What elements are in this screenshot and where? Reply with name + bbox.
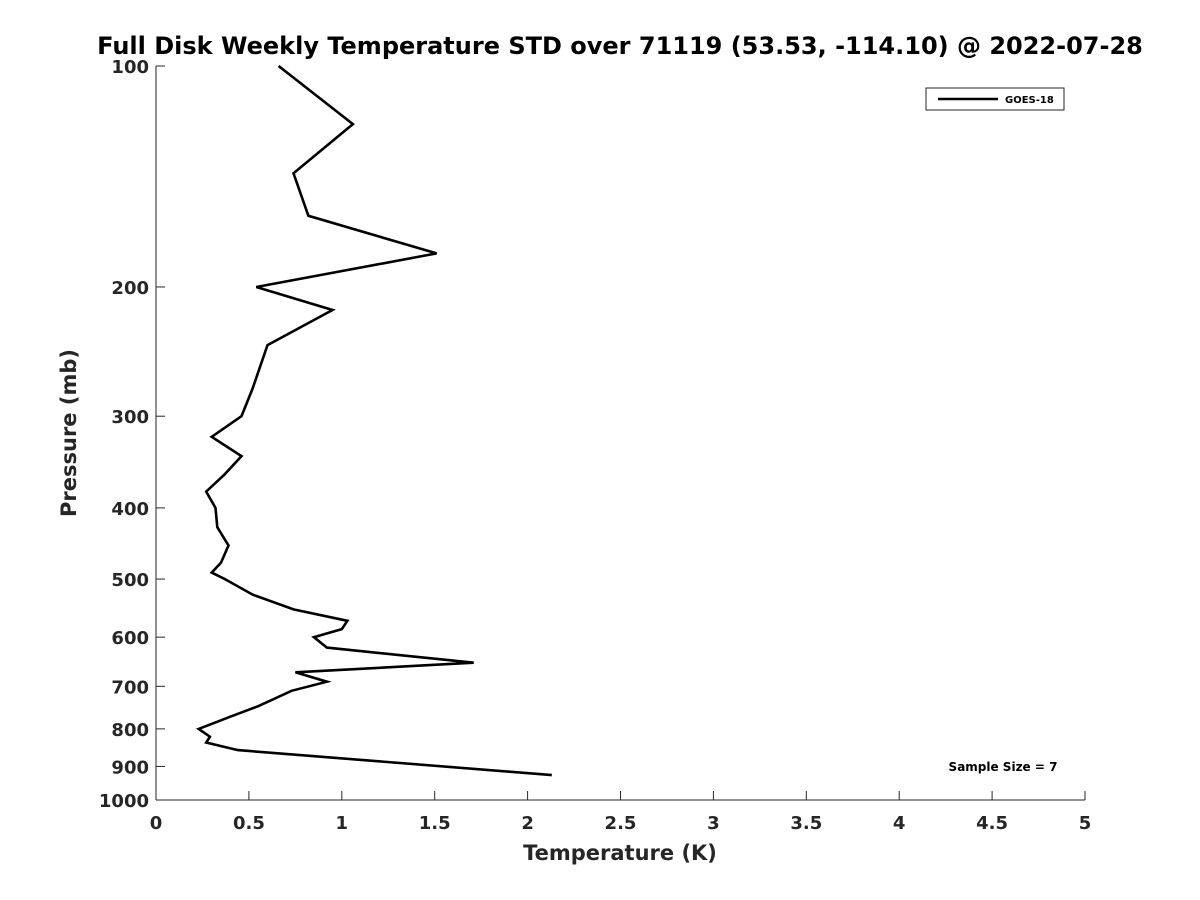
x-tick-label: 3 — [707, 813, 720, 834]
y-tick-label: 900 — [111, 757, 149, 778]
x-tick-label: 4 — [893, 813, 906, 834]
x-tick-label: 4.5 — [976, 813, 1008, 834]
x-tick-label: 0.5 — [233, 813, 265, 834]
series-layer — [195, 64, 552, 777]
x-axis-ticks: 0 0.5 1 1.5 2 2.5 3 3.5 4 4.5 5 — [150, 791, 1092, 834]
x-tick-label: 5 — [1079, 813, 1092, 834]
legend: GOES-18 — [925, 87, 1065, 111]
y-tick-label: 600 — [111, 628, 149, 649]
y-tick-label: 400 — [111, 499, 149, 520]
x-tick-label: 1 — [336, 813, 349, 834]
x-tick-label: 3.5 — [790, 813, 822, 834]
y-axis-ticks: 100 200 300 400 500 600 700 800 900 1000 — [99, 57, 165, 812]
y-tick-label: 300 — [111, 407, 149, 428]
y-tick-label: 200 — [111, 278, 149, 299]
x-axis-label: Temperature (K) — [523, 841, 717, 865]
chart-title: Full Disk Weekly Temperature STD over 71… — [97, 32, 1143, 60]
sample-size-annotation: Sample Size = 7 — [949, 760, 1058, 774]
x-tick-label: 2 — [521, 813, 534, 834]
y-tick-label: 1000 — [99, 791, 149, 812]
series-line-goes-18 — [195, 64, 552, 777]
x-tick-label: 1.5 — [419, 813, 451, 834]
y-tick-label: 800 — [111, 720, 149, 741]
y-tick-label: 100 — [111, 57, 149, 78]
x-tick-label: 2.5 — [605, 813, 637, 834]
y-tick-label: 500 — [111, 570, 149, 591]
x-tick-label: 0 — [150, 813, 163, 834]
legend-entry-goes-18: GOES-18 — [1005, 95, 1054, 106]
y-axis-label: Pressure (mb) — [57, 349, 81, 517]
y-tick-label: 700 — [111, 677, 149, 698]
